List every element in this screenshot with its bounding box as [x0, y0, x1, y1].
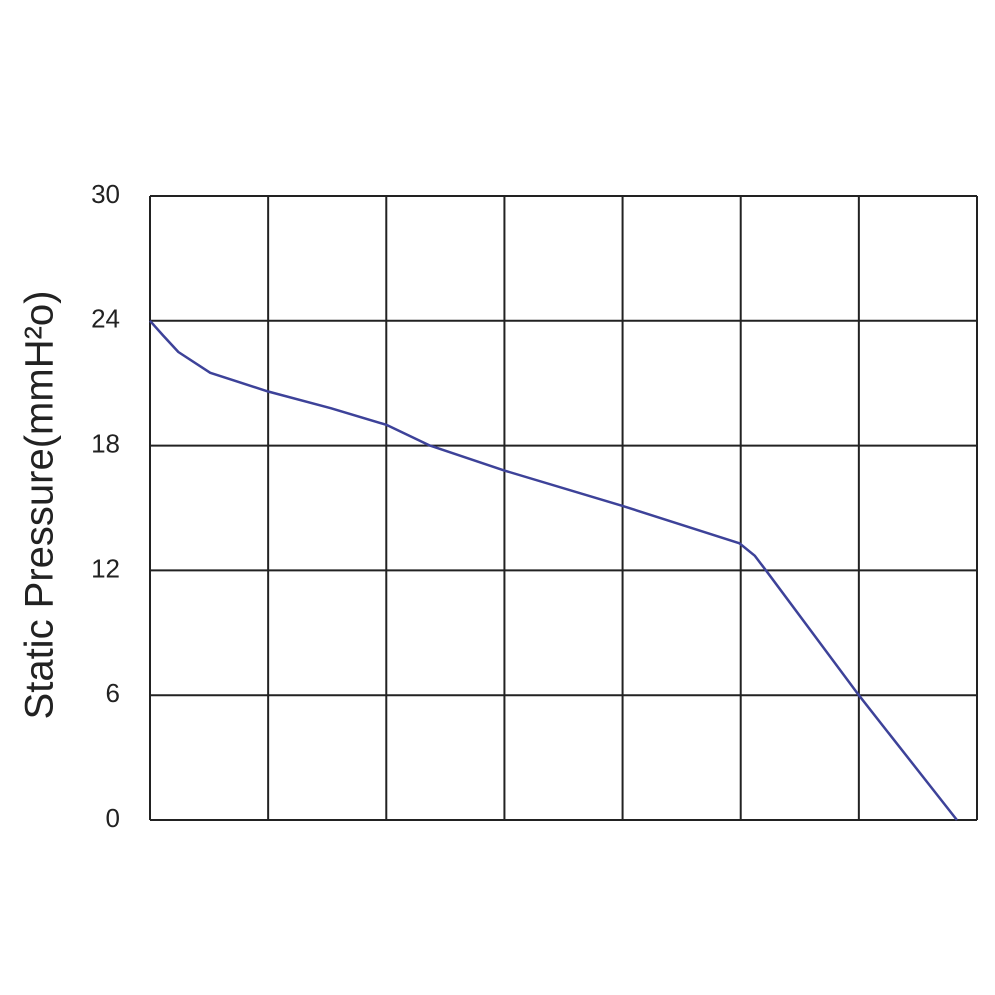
y-tick-label: 24	[91, 304, 120, 334]
y-tick-label: 30	[91, 179, 120, 209]
y-axis-label: Static Pressure(mmH²o)	[18, 291, 62, 720]
y-tick-label: 6	[106, 678, 120, 708]
y-tick-label: 18	[91, 428, 120, 458]
y-tick-label: 0	[106, 803, 120, 833]
data-line	[149, 319, 958, 821]
y-tick-label: 12	[91, 553, 120, 583]
